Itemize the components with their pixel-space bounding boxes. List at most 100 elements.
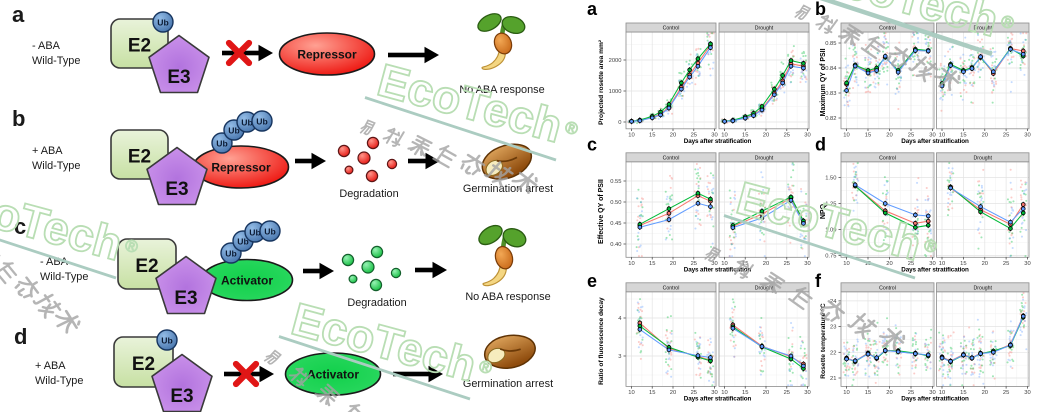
- svg-text:30: 30: [929, 390, 935, 396]
- svg-text:15: 15: [742, 390, 748, 396]
- svg-text:15: 15: [865, 133, 871, 139]
- svg-text:20: 20: [670, 261, 676, 267]
- svg-text:Control: Control: [879, 26, 896, 32]
- svg-text:15: 15: [960, 261, 966, 267]
- svg-text:Control: Control: [663, 285, 680, 291]
- svg-text:+ ABA: + ABA: [35, 360, 66, 372]
- svg-text:Drought: Drought: [755, 26, 774, 32]
- svg-text:15: 15: [960, 390, 966, 396]
- svg-text:15: 15: [865, 390, 871, 396]
- svg-text:1.25: 1.25: [825, 202, 836, 208]
- svg-text:Control: Control: [879, 155, 896, 161]
- svg-text:30: 30: [804, 261, 810, 267]
- svg-text:30: 30: [1024, 133, 1030, 139]
- svg-text:15: 15: [742, 261, 748, 267]
- svg-text:Days after stratification: Days after stratification: [901, 138, 969, 145]
- svg-text:Control: Control: [879, 285, 896, 291]
- svg-text:20: 20: [886, 390, 892, 396]
- svg-text:25: 25: [784, 133, 790, 139]
- svg-text:No ABA response: No ABA response: [459, 84, 544, 96]
- svg-text:Days after stratification: Days after stratification: [901, 396, 969, 403]
- svg-text:E3: E3: [174, 288, 197, 309]
- svg-text:4: 4: [618, 316, 622, 322]
- svg-text:0.85: 0.85: [825, 41, 836, 47]
- svg-text:c: c: [587, 135, 597, 155]
- svg-text:10: 10: [843, 133, 849, 139]
- svg-text:20: 20: [763, 261, 769, 267]
- svg-text:0.75: 0.75: [825, 254, 836, 260]
- svg-text:Rosette temperature °C: Rosette temperature °C: [819, 303, 827, 379]
- svg-text:c: c: [14, 214, 26, 239]
- svg-text:Repressor: Repressor: [211, 161, 271, 175]
- svg-text:NPQ: NPQ: [820, 203, 827, 219]
- svg-text:Germination arrest: Germination arrest: [463, 378, 553, 390]
- svg-text:E2: E2: [128, 147, 151, 168]
- svg-text:15: 15: [649, 261, 655, 267]
- svg-text:22: 22: [830, 350, 836, 356]
- svg-text:10: 10: [628, 261, 634, 267]
- svg-text:15: 15: [960, 133, 966, 139]
- svg-text:15: 15: [742, 133, 748, 139]
- svg-text:Wild-Type: Wild-Type: [32, 160, 80, 172]
- svg-text:10: 10: [843, 390, 849, 396]
- svg-text:Degradation: Degradation: [339, 188, 398, 200]
- svg-text:E3: E3: [165, 179, 188, 200]
- svg-text:0.40: 0.40: [610, 242, 621, 248]
- svg-text:25: 25: [1003, 133, 1009, 139]
- svg-text:23: 23: [830, 325, 836, 331]
- svg-text:10: 10: [939, 261, 945, 267]
- svg-text:Control: Control: [663, 26, 680, 32]
- svg-text:Projected rosette area mm²: Projected rosette area mm²: [598, 39, 605, 125]
- svg-text:Wild-Type: Wild-Type: [35, 375, 83, 387]
- svg-text:Days after stratification: Days after stratification: [684, 267, 752, 274]
- svg-text:0: 0: [618, 120, 621, 126]
- svg-text:Days after stratification: Days after stratification: [684, 396, 752, 403]
- svg-text:Drought: Drought: [974, 285, 993, 291]
- svg-text:b: b: [12, 106, 25, 131]
- svg-text:Drought: Drought: [974, 26, 993, 32]
- svg-text:E3: E3: [170, 386, 193, 407]
- svg-text:25: 25: [691, 390, 697, 396]
- svg-text:Days after stratification: Days after stratification: [901, 267, 969, 274]
- svg-text:E2: E2: [132, 354, 155, 375]
- svg-text:Effective QY of PSII: Effective QY of PSII: [598, 179, 605, 244]
- svg-text:Degradation: Degradation: [347, 297, 406, 309]
- svg-text:+ ABA: + ABA: [32, 145, 63, 157]
- svg-text:d: d: [14, 324, 27, 349]
- svg-text:1.50: 1.50: [825, 176, 836, 182]
- svg-text:30: 30: [711, 261, 717, 267]
- svg-text:Wild-Type: Wild-Type: [32, 55, 80, 67]
- svg-text:20: 20: [763, 390, 769, 396]
- svg-text:Ratio of fluorescence decay: Ratio of fluorescence decay: [598, 297, 605, 385]
- svg-text:15: 15: [649, 133, 655, 139]
- svg-text:20: 20: [982, 390, 988, 396]
- svg-text:0.83: 0.83: [825, 91, 836, 97]
- svg-text:0.50: 0.50: [610, 200, 621, 206]
- svg-text:25: 25: [1003, 390, 1009, 396]
- svg-text:15: 15: [649, 390, 655, 396]
- svg-text:Repressor: Repressor: [297, 48, 357, 62]
- svg-text:20: 20: [670, 133, 676, 139]
- svg-text:f: f: [815, 271, 822, 291]
- svg-text:Drought: Drought: [755, 285, 774, 291]
- svg-text:10: 10: [721, 133, 727, 139]
- svg-text:- ABA: - ABA: [32, 40, 61, 52]
- svg-text:30: 30: [711, 133, 717, 139]
- svg-text:21: 21: [830, 376, 836, 382]
- svg-text:30: 30: [929, 133, 935, 139]
- svg-text:15: 15: [865, 261, 871, 267]
- svg-text:25: 25: [784, 261, 790, 267]
- svg-text:20: 20: [886, 133, 892, 139]
- svg-text:24: 24: [830, 299, 837, 305]
- svg-text:25: 25: [1003, 261, 1009, 267]
- svg-text:10: 10: [721, 261, 727, 267]
- svg-text:a: a: [12, 2, 25, 27]
- svg-text:20: 20: [763, 133, 769, 139]
- svg-text:20: 20: [886, 261, 892, 267]
- svg-text:Drought: Drought: [974, 155, 993, 161]
- svg-text:E3: E3: [167, 67, 190, 88]
- svg-text:10: 10: [721, 390, 727, 396]
- svg-text:0.82: 0.82: [825, 116, 836, 122]
- svg-text:a: a: [587, 0, 598, 19]
- svg-text:20: 20: [982, 261, 988, 267]
